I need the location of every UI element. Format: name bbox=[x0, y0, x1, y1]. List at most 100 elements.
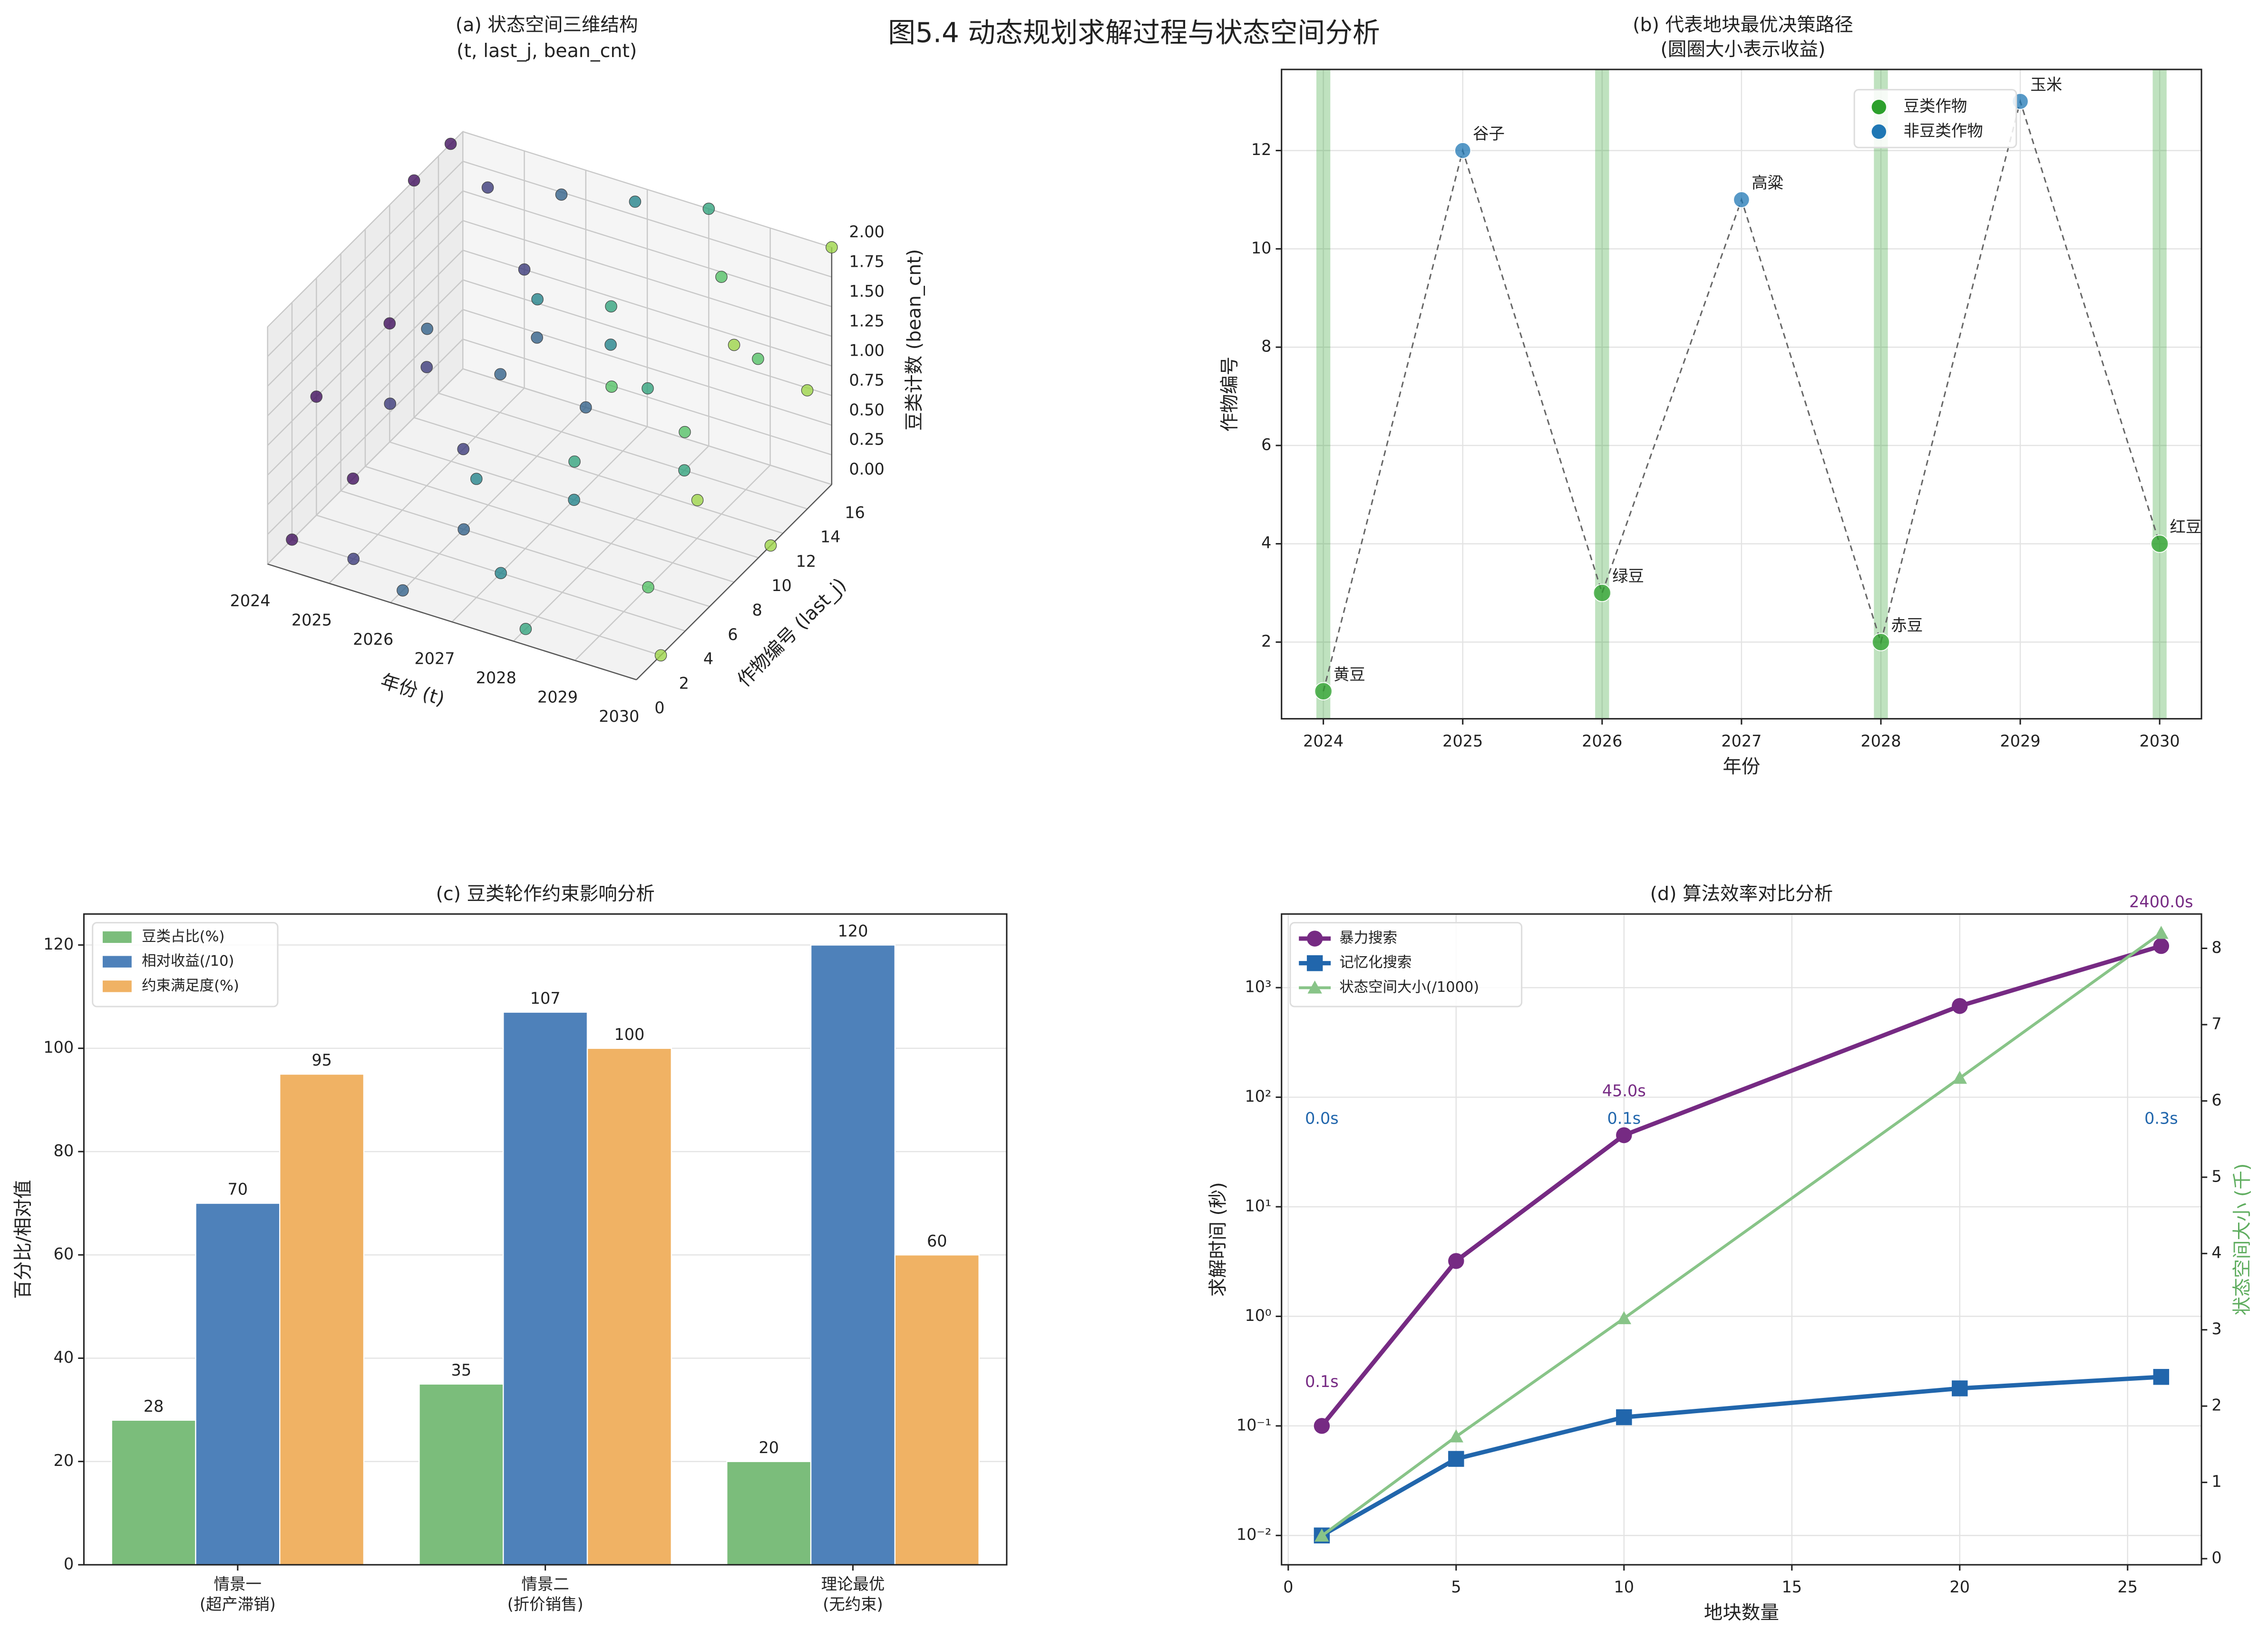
bar bbox=[810, 944, 896, 1566]
value-label: 0.1s bbox=[1607, 1109, 1641, 1128]
point bbox=[518, 263, 531, 276]
value-label: 120 bbox=[838, 922, 868, 941]
axes-frame bbox=[1281, 68, 2202, 720]
point bbox=[457, 523, 470, 536]
y-tick-label: 14 bbox=[820, 528, 841, 546]
point bbox=[679, 426, 691, 438]
bar bbox=[894, 1254, 980, 1566]
value-label: 0.3s bbox=[2144, 1109, 2178, 1128]
point bbox=[1454, 142, 1471, 159]
point bbox=[310, 390, 323, 403]
y-tick-label: 8 bbox=[752, 601, 762, 620]
x-tick-label: 2028 bbox=[476, 669, 516, 687]
y2-axis-label: 状态空间大小 (千) bbox=[2231, 1164, 2253, 1316]
marker bbox=[1314, 1528, 1329, 1542]
value-label: 0.1s bbox=[1305, 1372, 1339, 1391]
value-label: 35 bbox=[451, 1361, 472, 1379]
point bbox=[702, 203, 715, 215]
y2-tick-label: 7 bbox=[2211, 1014, 2221, 1033]
bar bbox=[503, 1011, 588, 1566]
point bbox=[580, 401, 592, 414]
point bbox=[605, 380, 618, 393]
legume-band bbox=[1595, 69, 1609, 719]
marker bbox=[1952, 1380, 1968, 1397]
z-tick-label: 1.75 bbox=[849, 252, 884, 271]
legend-swatch bbox=[102, 956, 132, 968]
value-label: 107 bbox=[530, 989, 561, 1008]
point bbox=[420, 361, 433, 373]
marker bbox=[1307, 980, 1322, 994]
chart-subtitle: (圆圈大小表示收益) bbox=[1660, 39, 1825, 60]
y-tick-label: 4 bbox=[1261, 533, 1271, 552]
point bbox=[678, 464, 691, 476]
point-label: 玉米 bbox=[2030, 75, 2062, 94]
point bbox=[642, 382, 654, 395]
y-tick-label: 10⁻² bbox=[1236, 1525, 1272, 1544]
y2-tick-label: 0 bbox=[2211, 1549, 2221, 1567]
point bbox=[494, 368, 506, 380]
marker bbox=[1449, 1429, 1464, 1443]
legume-band bbox=[2152, 69, 2167, 719]
point-label: 赤豆 bbox=[1891, 616, 1923, 634]
y-tick-label: 8 bbox=[1261, 337, 1271, 356]
point bbox=[531, 331, 543, 344]
grid-line bbox=[267, 309, 464, 505]
bar bbox=[726, 1461, 812, 1566]
grid-line bbox=[267, 279, 464, 476]
y-tick-label: 10⁻¹ bbox=[1236, 1416, 1272, 1434]
point-label: 黄豆 bbox=[1334, 665, 1365, 684]
point bbox=[801, 384, 814, 397]
marker bbox=[1952, 1071, 1967, 1084]
marker bbox=[2153, 1369, 2170, 1385]
z-tick-label: 0.00 bbox=[849, 460, 884, 478]
legend-swatch bbox=[102, 931, 132, 943]
y-tick-label: 10⁰ bbox=[1245, 1306, 1271, 1325]
grid-line bbox=[267, 250, 464, 446]
y-tick-label: 2 bbox=[679, 674, 689, 693]
point bbox=[1733, 191, 1750, 208]
point bbox=[764, 539, 777, 552]
z-tick-label: 1.50 bbox=[849, 282, 884, 301]
x-tick-label: 2025 bbox=[292, 611, 332, 629]
bar bbox=[195, 1203, 281, 1566]
chart-title: (c) 豆类轮作约束影响分析 bbox=[436, 883, 654, 905]
x-tick-label: (折价销售) bbox=[507, 1595, 584, 1614]
legume-band bbox=[1316, 69, 1331, 719]
point bbox=[384, 398, 397, 410]
y-tick-label: 10² bbox=[1245, 1087, 1271, 1106]
point bbox=[519, 623, 532, 635]
axes-frame bbox=[1281, 913, 2202, 1566]
y-tick-label: 0 bbox=[64, 1554, 74, 1573]
x-tick-label: 10 bbox=[1614, 1578, 1635, 1596]
legend-box bbox=[92, 921, 279, 1008]
y-tick-label: 0 bbox=[654, 698, 664, 717]
value-label: 2400.0s bbox=[2129, 892, 2193, 911]
bar bbox=[111, 1419, 196, 1566]
point bbox=[481, 181, 494, 194]
y-tick-label: 10 bbox=[771, 576, 792, 595]
y-axis-label: 作物编号 bbox=[1219, 357, 1241, 432]
x-tick-label: 理论最优 bbox=[821, 1575, 885, 1593]
point bbox=[444, 137, 457, 150]
x-tick-label: 2026 bbox=[353, 630, 393, 649]
point bbox=[604, 339, 617, 351]
grid-line bbox=[267, 368, 464, 565]
legend-marker bbox=[1871, 99, 1887, 115]
marker bbox=[2154, 926, 2169, 939]
marker bbox=[2153, 938, 2170, 954]
grid-line bbox=[414, 417, 783, 534]
z-tick-label: 0.25 bbox=[849, 430, 884, 449]
point bbox=[715, 271, 728, 283]
legend-label: 非豆类作物 bbox=[1904, 121, 1983, 140]
point bbox=[347, 472, 360, 485]
value-label: 95 bbox=[311, 1051, 332, 1069]
point bbox=[826, 241, 838, 253]
x-tick-label: 25 bbox=[2117, 1578, 2138, 1596]
x-tick-label: 2030 bbox=[599, 707, 639, 726]
value-label: 20 bbox=[759, 1438, 779, 1457]
axis-line bbox=[636, 484, 832, 680]
y2-tick-label: 5 bbox=[2211, 1167, 2221, 1185]
x-tick-label: 2028 bbox=[1860, 732, 1901, 750]
grid-line bbox=[267, 220, 464, 417]
